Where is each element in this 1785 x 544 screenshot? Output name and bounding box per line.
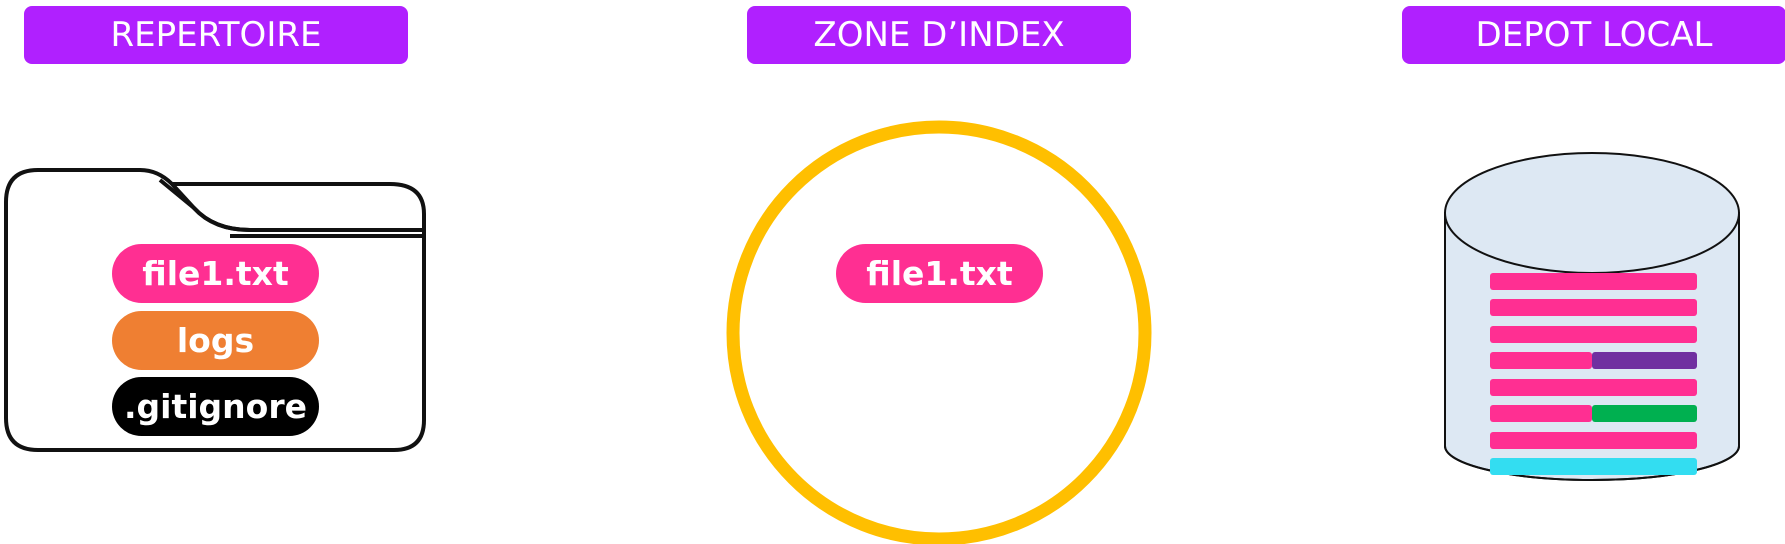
pill-logs: logs [112,311,319,370]
header-zone-index: ZONE D’INDEX [747,6,1131,64]
commit-bar [1490,299,1697,316]
commit-bars [1490,273,1697,475]
pill-gitignore: .gitignore [112,377,319,436]
commit-bar [1490,352,1592,369]
commit-bar [1490,432,1697,449]
commit-bar [1592,405,1697,422]
header-depot-local: DEPOT LOCAL [1402,6,1785,64]
commit-bar [1490,405,1592,422]
commit-bar [1490,458,1697,475]
pill-file1-index: file1.txt [836,244,1043,303]
database-icon [1444,152,1740,481]
commit-bar [1490,379,1697,396]
commit-bar [1592,352,1697,369]
index-ring [726,120,1152,544]
commit-bar [1490,326,1697,343]
folder-icon [4,168,426,452]
header-repertoire: REPERTOIRE [24,6,408,64]
pill-file1-repertoire: file1.txt [112,244,319,303]
commit-bar [1490,273,1697,290]
